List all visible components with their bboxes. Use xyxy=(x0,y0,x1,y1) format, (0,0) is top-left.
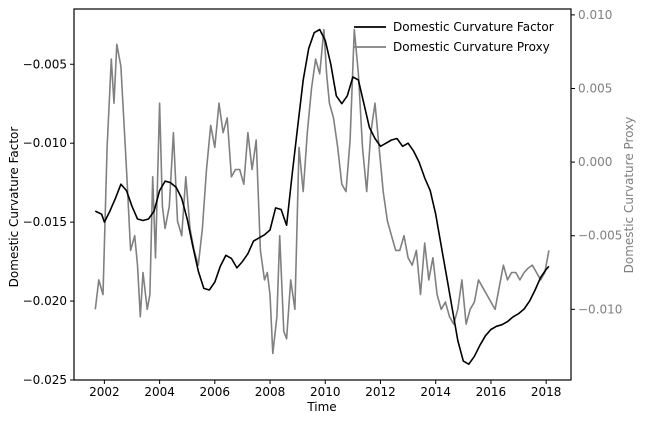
x-tick-label-2004: 2004 xyxy=(144,385,175,399)
right-y-axis: −0.010 −0.005 0.000 0.005 0.010 xyxy=(571,8,622,316)
right-y-tick-label-2: 0.000 xyxy=(578,155,612,169)
x-tick-label-2018: 2018 xyxy=(531,385,562,399)
legend: Domestic Curvature Factor Domestic Curva… xyxy=(354,20,554,54)
x-tick-label-2014: 2014 xyxy=(420,385,451,399)
right-y-tick-label-0: −0.010 xyxy=(578,302,622,316)
left-y-tick-label-0: −0.025 xyxy=(23,373,67,387)
x-tick-label-2010: 2010 xyxy=(310,385,341,399)
x-tick-label-2002: 2002 xyxy=(89,385,120,399)
x-tick-label-2012: 2012 xyxy=(365,385,396,399)
plot-frame xyxy=(73,8,572,381)
x-tick-label-2008: 2008 xyxy=(255,385,286,399)
x-axis-label: Time xyxy=(306,400,336,414)
x-tick-label-2006: 2006 xyxy=(200,385,231,399)
left-y-axis: −0.025 −0.020 −0.015 −0.010 −0.005 xyxy=(23,57,74,387)
right-y-axis-label: Domestic Curvature Proxy xyxy=(622,117,636,274)
left-y-tick-label-2: −0.015 xyxy=(23,215,67,229)
series-line-domestic-curvature-factor xyxy=(94,28,550,366)
right-y-tick-label-4: 0.010 xyxy=(578,8,612,22)
x-tick-label-2016: 2016 xyxy=(476,385,507,399)
legend-label-factor: Domestic Curvature Factor xyxy=(393,20,554,34)
left-y-tick-label-4: −0.005 xyxy=(23,57,67,71)
legend-label-proxy: Domestic Curvature Proxy xyxy=(393,40,550,54)
series-line-domestic-curvature-proxy xyxy=(94,28,550,355)
right-y-tick-label-1: −0.005 xyxy=(578,229,622,243)
left-y-tick-label-3: −0.010 xyxy=(23,136,67,150)
series-layer xyxy=(94,28,550,366)
left-y-axis-label: Domestic Curvature Factor xyxy=(7,127,21,288)
left-y-tick-label-1: −0.020 xyxy=(23,294,67,308)
plot-area xyxy=(74,9,571,380)
right-y-tick-label-3: 0.005 xyxy=(578,82,612,96)
x-axis: 2002 2004 2006 2008 2010 2012 2014 2016 2018 xyxy=(89,380,561,399)
